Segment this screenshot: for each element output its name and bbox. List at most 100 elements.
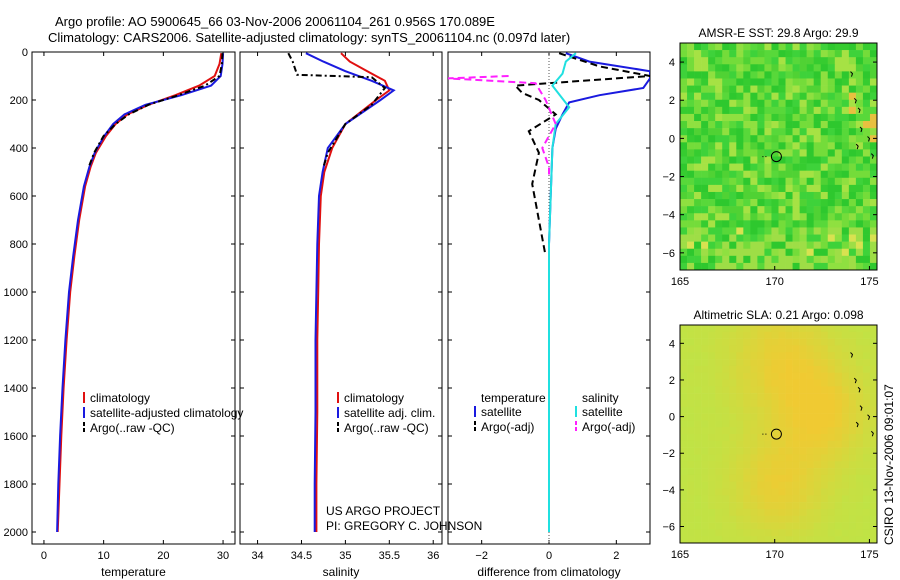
sla_map-cell [750,379,758,387]
sla_map-cell [813,386,822,394]
sst_map-cell [820,113,829,122]
sla_map-cell [694,379,702,387]
sla_map-cell [715,406,723,414]
sla_map-cell [715,454,723,462]
sla_map-cell [834,413,843,421]
sla_map-cell [701,508,709,517]
sla_map-cell [841,515,850,523]
sst_map-cell [708,241,716,250]
sla_map-cell [764,468,772,476]
sst_map-cell [715,248,723,257]
sst_map-cell [862,206,871,214]
sst_map-cell [771,85,779,93]
sla_map-cell [848,447,857,455]
sla_map-cell [680,338,688,346]
sst_map-cell [785,255,793,264]
sla_map-cell [694,372,702,380]
sla_map-cell [778,420,786,428]
sst_map-cell [708,262,716,271]
sla_map-cell [729,529,737,537]
sla_map-cell [792,536,800,544]
sst_map-cell [869,57,878,65]
sst_map-cell [806,57,814,65]
sst_map-ytick-label: 2 [669,95,675,107]
sla_map-cell [757,427,765,435]
sla_map-cell [680,515,688,523]
sst_map-cell [820,128,829,136]
sst_map-cell [848,156,857,164]
sla_map-cell [778,474,786,482]
sst_map-cell [750,128,758,136]
sla_map-cell [855,372,864,380]
sst_map-cell [750,262,758,271]
sla_map-cell [708,413,716,421]
sla_map-cell [785,461,793,469]
sst_map-cell [764,71,772,79]
sst_map-cell [869,78,878,86]
sla_map-cell [687,359,695,367]
sst_map-cell [722,99,730,108]
sst_map-cell [869,199,878,207]
sst_map-cell [841,142,850,150]
sst_map-cell [701,142,709,150]
sst_map-cell [736,170,744,179]
sla_map-cell [757,508,765,517]
sst_map-cell [743,142,751,150]
sla_map-cell [799,379,807,387]
sla_map-cell [701,372,709,380]
sst_map-ytick-label: −6 [662,248,675,260]
sst_map-cell [757,57,765,65]
sla_map-cell [715,372,723,380]
sst_map-cell [680,99,688,108]
sla_map-cell [736,508,744,517]
sst_map-cell [855,71,864,79]
sst_map-cell [680,255,688,264]
sla_map-cell [841,502,850,510]
sla_map-cell [757,495,765,503]
sla_map-cell [722,447,730,455]
sst_map-cell [869,135,878,143]
sst_map-cell [687,156,695,164]
sla_map-cell [778,352,786,360]
sst_map-cell [715,128,723,136]
sla_map-cell [834,468,843,476]
sst_map-cell [715,213,723,221]
sst_map-cell [813,177,822,186]
sst_map-cell [869,121,878,129]
sla_map-cell [680,536,688,544]
sla_map-cell [771,529,779,537]
sst_map-cell [869,64,878,72]
sla_map-cell [680,399,688,408]
sst_map-cell [722,135,730,143]
sst_map-cell [813,255,822,264]
sla_map-cell [820,461,829,469]
sla_map-cell [743,413,751,421]
sla_map-cell [722,413,730,421]
sst_map-cell [694,85,702,93]
sla_map-ytick-label: −2 [662,448,675,460]
sla_map-cell [834,447,843,455]
sst_map-cell [855,142,864,150]
sst_map-cell [750,206,758,214]
sla_map-cell [848,372,857,380]
sla_map-cell [708,447,716,455]
sst_map-cell [764,199,772,207]
sla_map-cell [680,474,688,482]
sst_map-ytick-label: 0 [669,133,675,145]
sla_map-cell [757,352,765,360]
sla_map-cell [785,386,793,394]
sst_map-cell [792,156,800,164]
sla_map-cell [799,331,807,339]
sla_map-cell [862,522,871,530]
sla_map-cell [778,393,786,401]
sla_map-cell [792,325,800,333]
sst_map-cell [806,191,814,200]
sst_map-cell [701,113,709,122]
sst_map-cell [806,142,814,150]
sla_map-cell [736,461,744,469]
sla_map-cell [687,515,695,523]
sla_map-cell [701,427,709,435]
sst_map-cell [806,71,814,79]
sla_map-cell [785,379,793,387]
sst_map-cell [855,78,864,86]
